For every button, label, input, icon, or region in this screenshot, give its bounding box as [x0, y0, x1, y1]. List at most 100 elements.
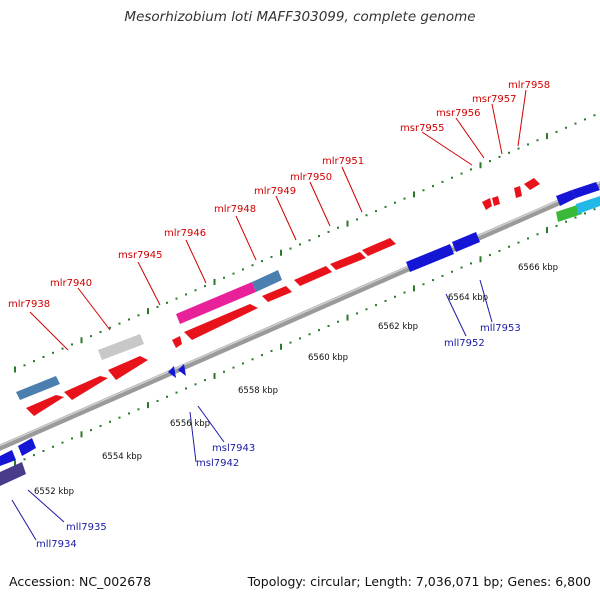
tick-major	[14, 460, 16, 467]
label-mll7934: mll7934	[36, 539, 77, 550]
feature-steel-mid[interactable]	[252, 270, 282, 292]
scale-label-6566: 6566 kbp	[518, 263, 558, 273]
tick-minor	[289, 341, 292, 344]
accession-label: Accession: NC_002678	[9, 574, 152, 589]
label-mlr7948: mlr7948	[214, 204, 256, 215]
feature-pink[interactable]	[176, 282, 256, 324]
tick-minor	[242, 268, 244, 271]
gene-mlr7940-arrow[interactable]	[64, 376, 108, 400]
tick-minor	[422, 189, 425, 192]
gene-mlr7938-arrow[interactable]	[26, 395, 64, 416]
tick-minor	[536, 139, 539, 142]
gene-mll7935-arrow[interactable]	[18, 438, 36, 456]
tick-minor	[375, 210, 377, 213]
label-mlr7940: mlr7940	[50, 278, 92, 289]
tick-minor	[470, 262, 472, 265]
tick-minor	[451, 176, 453, 179]
gene-mll7934-arrow[interactable]	[0, 450, 16, 466]
gene-msr7945-arrow[interactable]	[108, 356, 148, 380]
forward-gene-labels: mlr7938 mlr7940 msr7945 mlr7946 mlr7948 …	[8, 80, 550, 310]
gene-msr7955-arrow[interactable]	[482, 198, 492, 210]
label-mlr7951: mlr7951	[322, 156, 364, 167]
feature-green[interactable]	[556, 204, 582, 222]
tick-major	[213, 278, 216, 285]
tick-minor	[175, 391, 178, 394]
tick-minor	[33, 360, 35, 363]
tick-minor	[356, 218, 358, 221]
tick-major	[413, 191, 415, 198]
tick-major	[346, 314, 349, 321]
scale-label-6562: 6562 kbp	[378, 322, 418, 332]
tick-minor	[71, 437, 73, 440]
tick-major	[80, 431, 83, 438]
tick-minor	[460, 172, 463, 175]
tick-minor	[318, 235, 320, 238]
tick-minor	[299, 243, 301, 246]
map-title: Mesorhizobium loti MAFF303099, complete …	[124, 9, 476, 25]
tick-minor	[489, 160, 491, 163]
genome-summary: Topology: circular; Length: 7,036,071 bp…	[247, 574, 591, 589]
tick-minor	[460, 266, 463, 269]
gene-mlr7951-arrow[interactable]	[362, 238, 396, 256]
gene-mlr7948-arrow[interactable]	[262, 286, 292, 302]
tick-minor	[90, 429, 92, 432]
gene-reverse-right-a[interactable]	[556, 190, 576, 206]
scale-label-6558: 6558 kbp	[238, 386, 278, 396]
tick-minor	[23, 458, 26, 461]
feature-cyan[interactable]	[576, 196, 600, 214]
tick-major	[213, 372, 216, 379]
tick-minor	[555, 224, 558, 227]
label-mlr7938: mlr7938	[8, 299, 50, 310]
tick-minor	[128, 318, 130, 321]
gene-mlr7958-arrow[interactable]	[524, 178, 540, 190]
gene-msl7942-arrow[interactable]	[168, 366, 176, 378]
scale-label-6564: 6564 kbp	[448, 293, 488, 303]
feature-purple[interactable]	[0, 462, 26, 486]
tick-minor	[356, 312, 358, 315]
label-msr7945: msr7945	[118, 250, 163, 261]
tick-minor	[536, 233, 539, 236]
tick-minor	[251, 358, 254, 361]
gene-mlr7949-arrow[interactable]	[294, 266, 332, 286]
tick-minor	[441, 180, 444, 183]
tick-minor	[584, 212, 586, 215]
tick-minor	[403, 291, 406, 294]
tick-minor	[565, 126, 567, 129]
tick-minor	[375, 304, 377, 307]
tick-major	[14, 366, 16, 373]
tick-minor	[527, 237, 529, 240]
tick-minor	[327, 324, 330, 327]
tick-minor	[90, 335, 92, 338]
tick-minor	[99, 424, 102, 427]
gene-small-fwd-a[interactable]	[172, 336, 182, 348]
label-mlr7958: mlr7958	[508, 80, 550, 91]
feature-steel-left[interactable]	[16, 376, 60, 400]
gene-reverse-right-b[interactable]	[572, 182, 600, 198]
forward-strand-features	[16, 178, 600, 416]
tick-minor	[137, 314, 140, 317]
tick-minor	[308, 333, 311, 336]
tick-minor	[194, 289, 197, 292]
tick-minor	[365, 214, 368, 217]
tick-minor	[33, 454, 35, 457]
gene-mll7953-arrow[interactable]	[452, 232, 480, 252]
gene-mlr7946-arrow[interactable]	[184, 304, 258, 340]
tick-minor	[166, 301, 168, 304]
genome-backbone-highlight	[0, 181, 600, 447]
tick-minor	[223, 276, 225, 279]
tick-major	[479, 256, 482, 263]
tick-minor	[232, 272, 235, 275]
tick-minor	[52, 445, 54, 448]
tick-major	[413, 285, 415, 292]
gene-msr7956-arrow[interactable]	[492, 196, 500, 206]
feature-gray[interactable]	[98, 334, 144, 360]
gene-msr7957-arrow[interactable]	[514, 186, 522, 198]
gene-msl7943-arrow[interactable]	[178, 364, 186, 376]
tick-minor	[432, 279, 434, 282]
tick-minor	[261, 354, 263, 357]
gene-mll7952-arrow[interactable]	[406, 244, 454, 272]
tick-minor	[384, 299, 387, 302]
tick-minor	[289, 247, 292, 250]
tick-minor	[584, 118, 586, 121]
gene-mlr7950-arrow[interactable]	[330, 252, 366, 270]
